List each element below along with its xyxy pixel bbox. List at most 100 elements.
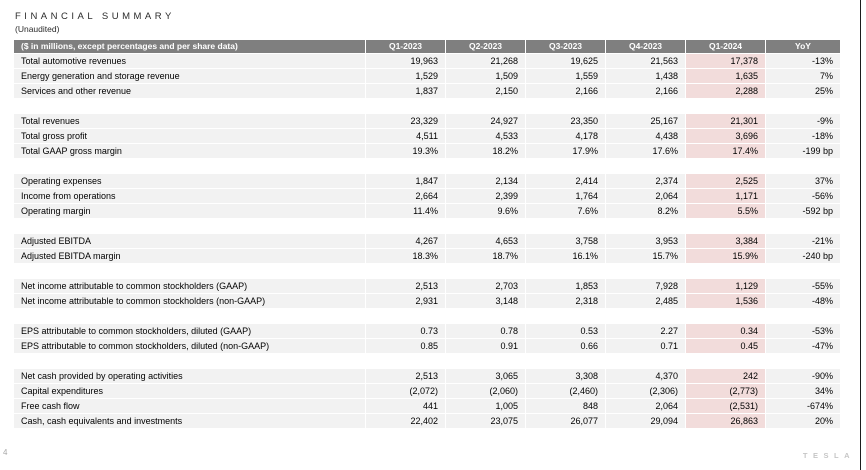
value-cell: (2,460) [526, 384, 605, 398]
value-cell: 3,953 [606, 234, 685, 248]
value-cell: 2,166 [526, 84, 605, 98]
column-header: Q1-2023 [366, 40, 445, 53]
row-label: Total GAAP gross margin [14, 144, 365, 158]
value-cell: 0.78 [446, 324, 525, 338]
value-cell: (2,306) [606, 384, 685, 398]
value-cell: 1,853 [526, 279, 605, 293]
value-cell: 0.91 [446, 339, 525, 353]
yoy-cell: -18% [766, 129, 840, 143]
row-label: Total automotive revenues [14, 54, 365, 68]
value-cell: 1,438 [606, 69, 685, 83]
yoy-cell: -9% [766, 114, 840, 128]
value-cell: 29,094 [606, 414, 685, 428]
value-cell-highlighted: 242 [686, 369, 765, 383]
value-cell: 16.1% [526, 249, 605, 263]
yoy-cell: 34% [766, 384, 840, 398]
section-spacer-row [14, 219, 840, 233]
value-cell: 26,077 [526, 414, 605, 428]
value-cell: 2,374 [606, 174, 685, 188]
value-cell: 7,928 [606, 279, 685, 293]
value-cell-highlighted: 17.4% [686, 144, 765, 158]
value-cell: 3,065 [446, 369, 525, 383]
row-label: Net income attributable to common stockh… [14, 294, 365, 308]
page-subtitle: (Unaudited) [15, 24, 60, 34]
value-cell: 1,529 [366, 69, 445, 83]
section-spacer-row [14, 354, 840, 368]
value-cell: 1,847 [366, 174, 445, 188]
yoy-cell: -13% [766, 54, 840, 68]
column-header: Q4-2023 [606, 40, 685, 53]
value-cell: 2,064 [606, 189, 685, 203]
value-cell: 24,927 [446, 114, 525, 128]
value-cell: 25,167 [606, 114, 685, 128]
value-cell: 1,005 [446, 399, 525, 413]
value-cell: 3,148 [446, 294, 525, 308]
yoy-cell: -674% [766, 399, 840, 413]
value-cell: 4,533 [446, 129, 525, 143]
value-cell-highlighted: 1,536 [686, 294, 765, 308]
yoy-cell: -55% [766, 279, 840, 293]
value-cell: 2,150 [446, 84, 525, 98]
value-cell: 0.71 [606, 339, 685, 353]
value-cell: 4,511 [366, 129, 445, 143]
yoy-cell: -90% [766, 369, 840, 383]
value-cell: 18.7% [446, 249, 525, 263]
yoy-cell: -21% [766, 234, 840, 248]
value-cell: 2,513 [366, 369, 445, 383]
value-cell: 2,064 [606, 399, 685, 413]
yoy-cell: 7% [766, 69, 840, 83]
value-cell-highlighted: 1,171 [686, 189, 765, 203]
row-label: Income from operations [14, 189, 365, 203]
value-cell: 1,837 [366, 84, 445, 98]
section-spacer-row [14, 159, 840, 173]
value-cell: 4,438 [606, 129, 685, 143]
value-cell: 19,963 [366, 54, 445, 68]
financial-summary-table: ($ in millions, except percentages and p… [14, 40, 840, 428]
value-cell: 2,166 [606, 84, 685, 98]
row-label: EPS attributable to common stockholders,… [14, 324, 365, 338]
value-cell: 0.73 [366, 324, 445, 338]
value-cell-highlighted: 1,635 [686, 69, 765, 83]
value-cell-highlighted: 3,696 [686, 129, 765, 143]
row-label: Capital expenditures [14, 384, 365, 398]
value-cell: 7.6% [526, 204, 605, 218]
window-edge-line [860, 0, 861, 470]
value-cell: 17.9% [526, 144, 605, 158]
value-cell: 0.66 [526, 339, 605, 353]
value-cell: 18.2% [446, 144, 525, 158]
value-cell: 2,485 [606, 294, 685, 308]
value-cell: 2,399 [446, 189, 525, 203]
value-cell: 2,414 [526, 174, 605, 188]
value-cell-highlighted: 17,378 [686, 54, 765, 68]
value-cell: 23,350 [526, 114, 605, 128]
value-cell-highlighted: 15.9% [686, 249, 765, 263]
value-cell-highlighted: 2,525 [686, 174, 765, 188]
column-header: Q1-2024 [686, 40, 765, 53]
row-label: Cash, cash equivalents and investments [14, 414, 365, 428]
value-cell: 3,308 [526, 369, 605, 383]
page-title: FINANCIAL SUMMARY [15, 11, 175, 22]
row-label: Adjusted EBITDA [14, 234, 365, 248]
value-cell: 2,931 [366, 294, 445, 308]
value-cell: 18.3% [366, 249, 445, 263]
yoy-cell: 25% [766, 84, 840, 98]
row-label: Services and other revenue [14, 84, 365, 98]
tesla-wordmark: TESLA [802, 451, 855, 460]
yoy-cell: -47% [766, 339, 840, 353]
row-label: Adjusted EBITDA margin [14, 249, 365, 263]
value-cell: 22,402 [366, 414, 445, 428]
value-cell: 2,318 [526, 294, 605, 308]
value-cell-highlighted: 21,301 [686, 114, 765, 128]
value-cell: 23,329 [366, 114, 445, 128]
value-cell-highlighted: 2,288 [686, 84, 765, 98]
value-cell-highlighted: 5.5% [686, 204, 765, 218]
row-label: Operating margin [14, 204, 365, 218]
value-cell: (2,072) [366, 384, 445, 398]
row-label: Total revenues [14, 114, 365, 128]
yoy-cell: 37% [766, 174, 840, 188]
value-cell: 9.6% [446, 204, 525, 218]
value-cell: 0.85 [366, 339, 445, 353]
value-cell: 23,075 [446, 414, 525, 428]
yoy-cell: -592 bp [766, 204, 840, 218]
